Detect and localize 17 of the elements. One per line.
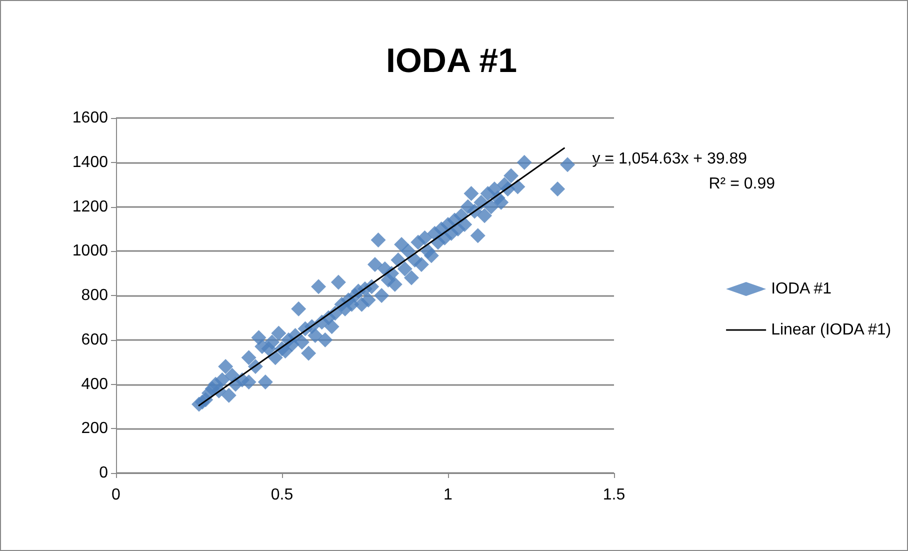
y-tick-label: 1400: [72, 154, 108, 171]
x-tick-label: 1.5: [602, 486, 626, 504]
x-tick-label: 1: [444, 486, 453, 504]
text: R² = 0.99: [708, 176, 776, 192]
x-tick-label: 0.5: [270, 486, 294, 504]
y-tick-label: 200: [81, 420, 108, 438]
y-tick-label: 400: [81, 376, 108, 393]
y-tick-label: 800: [81, 287, 108, 304]
y-tick-label: 1000: [72, 242, 108, 260]
y-tick-label: 600: [81, 331, 108, 348]
y-tick-label: 1600: [72, 110, 108, 126]
y-tick-label: 1200: [72, 198, 108, 216]
x-tick-label: 0: [112, 486, 121, 504]
legend-label: Linear (IODA #1): [771, 322, 892, 338]
legend-label: IODA #1: [771, 280, 832, 298]
chart-title: IODA #1: [386, 42, 518, 80]
y-tick-label: 0: [99, 464, 108, 482]
